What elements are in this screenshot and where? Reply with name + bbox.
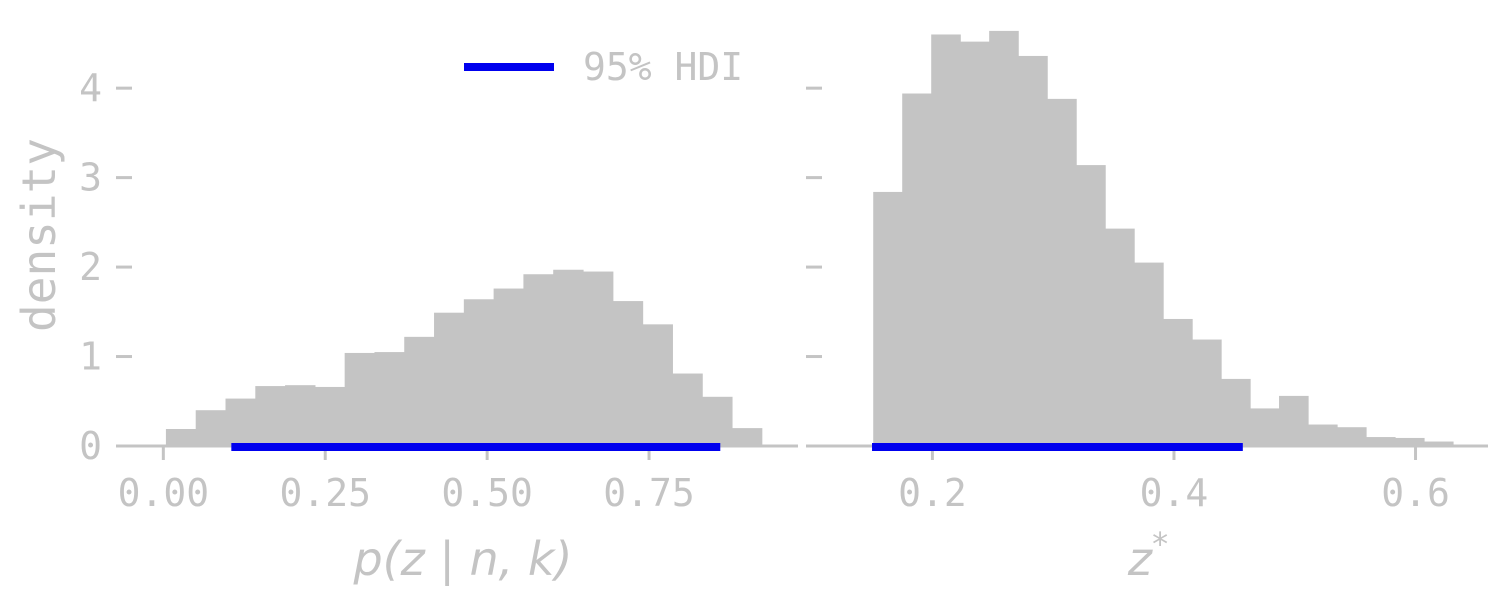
legend: 95% HDI	[464, 45, 743, 89]
histogram-bar	[285, 385, 316, 446]
histogram-bar	[1366, 437, 1396, 446]
x-tick-label: 0.6	[1381, 471, 1450, 515]
histogram-bar	[195, 410, 227, 446]
histogram-bar	[493, 288, 525, 446]
histogram-bar	[1192, 339, 1222, 446]
histogram-bar	[434, 312, 465, 446]
histogram-bar	[873, 191, 903, 446]
histogram-bar	[989, 30, 1019, 446]
x-tick-label: 0.4	[1140, 471, 1209, 515]
histogram-bar	[314, 386, 346, 446]
y-tick-label: 2	[79, 245, 102, 289]
histogram-bar	[344, 352, 376, 446]
histogram-bar	[1394, 437, 1425, 446]
y-tick-label: 4	[79, 66, 102, 110]
histogram-bar	[672, 373, 703, 446]
histogram-bar	[1308, 424, 1338, 446]
histogram-bar	[553, 269, 584, 446]
histogram-bar	[931, 34, 961, 447]
histogram-bar	[1279, 395, 1309, 446]
histogram-bar	[960, 41, 990, 447]
histogram-bar	[612, 301, 644, 446]
histogram-bar	[255, 386, 286, 446]
histogram-bar	[523, 274, 554, 446]
histogram-bar	[1105, 228, 1135, 446]
histogram-bar	[404, 336, 435, 446]
histogram-bar	[902, 93, 932, 446]
y-axis-label: density	[12, 138, 66, 332]
histogram-bar	[463, 299, 495, 446]
legend-hdi-label: 95% HDI	[583, 45, 743, 89]
histogram-bar	[1221, 378, 1251, 446]
x-tick-label: 0.2	[898, 471, 967, 515]
y-tick-label: 3	[79, 156, 102, 200]
panel-z-star: 0.2 0.4 0.6	[806, 30, 1488, 515]
x-tick-label: 0.00	[118, 471, 210, 515]
histogram-bar	[642, 324, 673, 446]
histogram-bar	[1337, 427, 1367, 446]
histogram-bar	[1047, 98, 1077, 447]
histogram-bar	[1076, 165, 1106, 446]
x-tick-label: 0.75	[603, 471, 695, 515]
histogram-bar	[1423, 441, 1454, 446]
x-tick-label: 0.50	[441, 471, 533, 515]
y-tick-label: 0	[79, 424, 102, 468]
x-axis-label-right: z*	[1127, 525, 1168, 586]
histogram-bar	[702, 396, 733, 446]
histogram-bar	[731, 428, 763, 446]
panel-p-posterior: 0.00 0.25 0.50 0.75 0 1 2 3 4	[79, 66, 798, 515]
histogram-bar	[1163, 318, 1193, 446]
histogram-bar	[1018, 55, 1048, 446]
x-tick-label: 0.25	[279, 471, 371, 515]
histogram-bar	[1134, 262, 1164, 446]
y-tick-label: 1	[79, 335, 102, 379]
histogram-bar	[1250, 408, 1280, 446]
histogram-bar	[582, 271, 614, 446]
histogram-bar	[165, 429, 197, 446]
histogram-bar	[225, 398, 256, 446]
histogram-bar	[374, 352, 405, 446]
x-axis-label-left: p(z | n, k)	[352, 532, 572, 587]
